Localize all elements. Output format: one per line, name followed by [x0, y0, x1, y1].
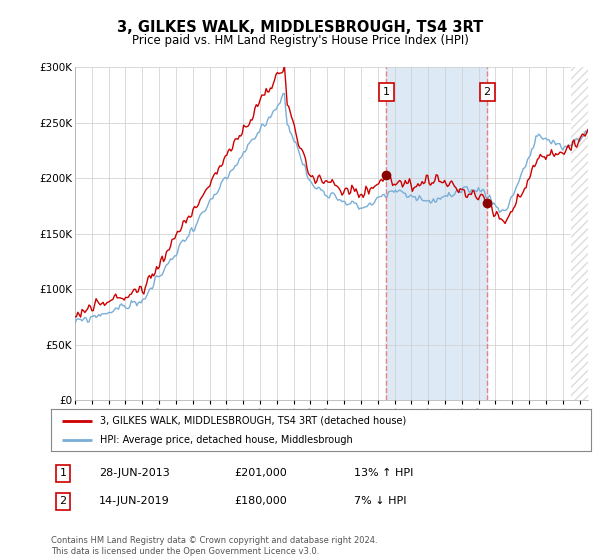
Text: £201,000: £201,000 — [234, 468, 287, 478]
Text: 13% ↑ HPI: 13% ↑ HPI — [354, 468, 413, 478]
Bar — [571, 67, 600, 400]
Text: 3, GILKES WALK, MIDDLESBROUGH, TS4 3RT: 3, GILKES WALK, MIDDLESBROUGH, TS4 3RT — [117, 20, 483, 35]
Bar — [386, 67, 487, 400]
Text: Contains HM Land Registry data © Crown copyright and database right 2024.
This d: Contains HM Land Registry data © Crown c… — [51, 536, 377, 556]
Text: 28-JUN-2013: 28-JUN-2013 — [99, 468, 170, 478]
Text: £180,000: £180,000 — [234, 496, 287, 506]
Text: 3, GILKES WALK, MIDDLESBROUGH, TS4 3RT (detached house): 3, GILKES WALK, MIDDLESBROUGH, TS4 3RT (… — [100, 416, 406, 426]
Text: 2: 2 — [484, 87, 491, 97]
Text: HPI: Average price, detached house, Middlesbrough: HPI: Average price, detached house, Midd… — [100, 435, 352, 445]
Text: 1: 1 — [59, 468, 67, 478]
Text: 1: 1 — [383, 87, 389, 97]
Text: 2: 2 — [59, 496, 67, 506]
Text: Price paid vs. HM Land Registry's House Price Index (HPI): Price paid vs. HM Land Registry's House … — [131, 34, 469, 46]
Bar — [571, 67, 600, 400]
Text: 14-JUN-2019: 14-JUN-2019 — [99, 496, 170, 506]
Text: 7% ↓ HPI: 7% ↓ HPI — [354, 496, 407, 506]
